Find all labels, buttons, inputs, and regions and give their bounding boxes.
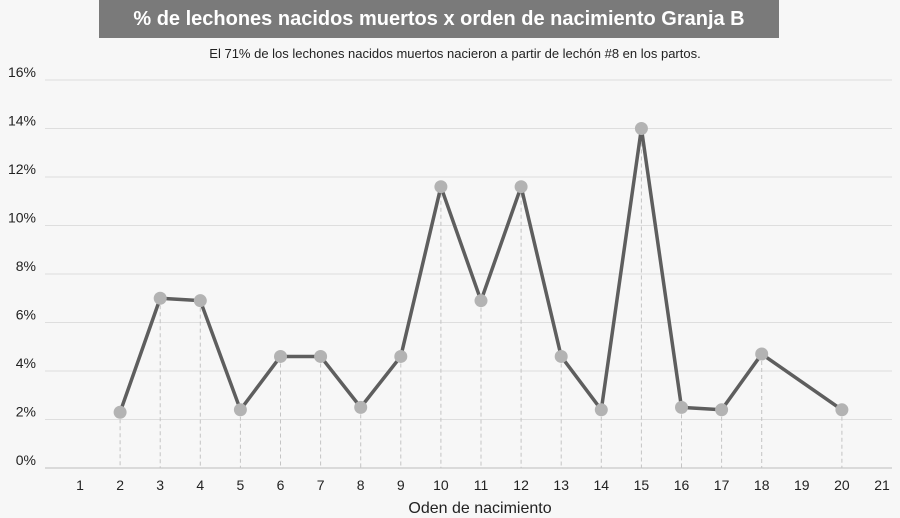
y-tick-label: 12% bbox=[8, 161, 36, 177]
y-tick-label: 8% bbox=[16, 258, 36, 274]
x-tick-label: 1 bbox=[76, 477, 84, 493]
chart-title: % de lechones nacidos muertos x orden de… bbox=[99, 0, 779, 38]
x-tick-label: 4 bbox=[196, 477, 204, 493]
y-tick-label: 14% bbox=[8, 113, 36, 129]
y-tick-label: 0% bbox=[16, 452, 36, 468]
x-tick-label: 6 bbox=[277, 477, 285, 493]
y-tick-label: 16% bbox=[8, 64, 36, 80]
x-tick-label: 2 bbox=[116, 477, 124, 493]
x-tick-label: 13 bbox=[553, 477, 569, 493]
x-tick-label: 16 bbox=[674, 477, 690, 493]
data-point bbox=[394, 349, 408, 363]
data-point bbox=[434, 180, 448, 194]
data-point bbox=[715, 403, 729, 417]
x-tick-label: 19 bbox=[794, 477, 810, 493]
data-point bbox=[514, 180, 528, 194]
data-point bbox=[233, 403, 247, 417]
x-tick-label: 3 bbox=[156, 477, 164, 493]
x-tick-label: 9 bbox=[397, 477, 405, 493]
data-point bbox=[474, 294, 488, 308]
x-tick-label: 12 bbox=[513, 477, 529, 493]
x-tick-label: 8 bbox=[357, 477, 365, 493]
chart-subtitle: El 71% de los lechones nacidos muertos n… bbox=[209, 46, 701, 61]
x-tick-label: 5 bbox=[237, 477, 245, 493]
data-point bbox=[113, 405, 127, 419]
x-tick-label: 18 bbox=[754, 477, 770, 493]
y-tick-label: 6% bbox=[16, 307, 36, 323]
data-point bbox=[634, 122, 648, 135]
x-tick-label: 15 bbox=[634, 477, 650, 493]
x-tick-label: 11 bbox=[474, 477, 489, 493]
data-point bbox=[153, 291, 167, 305]
data-point bbox=[554, 349, 568, 363]
data-point bbox=[274, 349, 287, 363]
x-tick-label: 10 bbox=[433, 477, 449, 493]
x-tick-label: 14 bbox=[594, 477, 610, 493]
data-point bbox=[193, 294, 207, 308]
data-point bbox=[835, 403, 849, 417]
x-tick-label: 21 bbox=[874, 477, 890, 493]
y-tick-label: 10% bbox=[8, 210, 36, 226]
y-tick-label: 4% bbox=[16, 355, 36, 371]
x-tick-label: 7 bbox=[317, 477, 325, 493]
data-point bbox=[594, 403, 608, 417]
x-tick-label: 20 bbox=[834, 477, 850, 493]
y-tick-label: 2% bbox=[16, 404, 36, 420]
data-point bbox=[354, 400, 368, 414]
data-point bbox=[675, 400, 688, 414]
x-tick-label: 17 bbox=[714, 477, 730, 493]
data-point bbox=[314, 349, 328, 363]
data-point bbox=[755, 347, 769, 361]
series-line bbox=[118, 126, 843, 413]
x-axis-label: Oden de nacimiento bbox=[408, 500, 551, 517]
